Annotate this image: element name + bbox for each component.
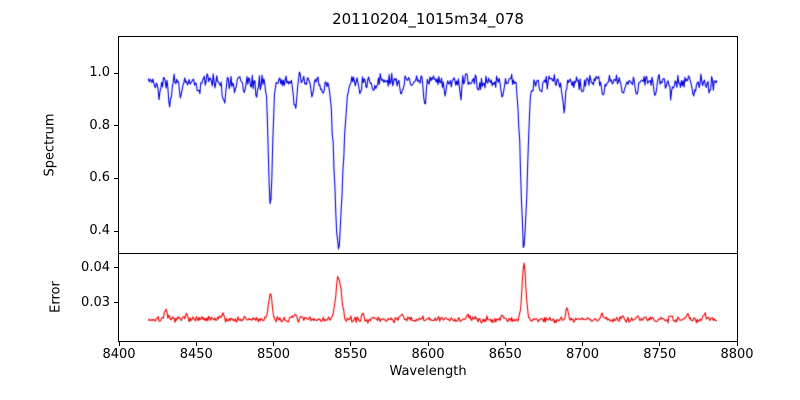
- error-y-tick-mark: [114, 302, 118, 304]
- x-tick-label: 8800: [720, 347, 754, 362]
- x-tick-mark: [504, 342, 506, 346]
- x-tick-mark: [582, 342, 583, 346]
- x-tick-mark: [736, 342, 738, 346]
- x-tick-label: 8700: [565, 347, 600, 362]
- spectrum-y-tick-label: 0.4: [89, 223, 110, 239]
- x-tick-mark: [659, 342, 661, 346]
- spectrum-y-tick-label: 0.6: [89, 170, 110, 186]
- x-tick-label: 8750: [643, 347, 677, 362]
- spectrum-y-axis-label: Spectrum: [42, 113, 58, 177]
- x-tick-label: 8400: [102, 347, 136, 362]
- x-tick-mark: [273, 342, 274, 346]
- error-y-tick-mark: [114, 267, 118, 269]
- x-axis-label: Wavelength: [389, 364, 467, 379]
- error-line-canvas: [119, 254, 737, 341]
- x-tick-mark: [118, 342, 120, 346]
- error-y-axis-label: Error: [48, 281, 64, 313]
- spectrum-y-tick-mark: [114, 125, 118, 127]
- spectrum-line-canvas: [119, 37, 737, 253]
- x-tick-label: 8450: [179, 347, 213, 362]
- spectrum-panel: [118, 36, 738, 254]
- error-y-tick-label: 0.03: [81, 294, 110, 310]
- x-tick-label: 8550: [334, 347, 368, 362]
- x-tick-label: 8500: [256, 347, 291, 362]
- x-tick-mark: [195, 342, 197, 346]
- x-tick-label: 8650: [488, 347, 522, 362]
- chart-title: 20110204_1015m34_078: [332, 10, 524, 28]
- spectrum-y-tick-label: 1.0: [89, 65, 110, 81]
- spectrum-y-tick-label: 0.8: [89, 117, 110, 133]
- error-y-tick-label: 0.04: [81, 259, 110, 275]
- x-tick-mark: [350, 342, 352, 346]
- spectrum-y-tick-mark: [114, 72, 118, 74]
- error-panel: [118, 253, 738, 342]
- spectrum-y-tick-mark: [114, 177, 118, 179]
- x-tick-label: 8600: [411, 347, 445, 362]
- x-tick-mark: [427, 342, 429, 346]
- spectrum-y-tick-mark: [114, 230, 118, 232]
